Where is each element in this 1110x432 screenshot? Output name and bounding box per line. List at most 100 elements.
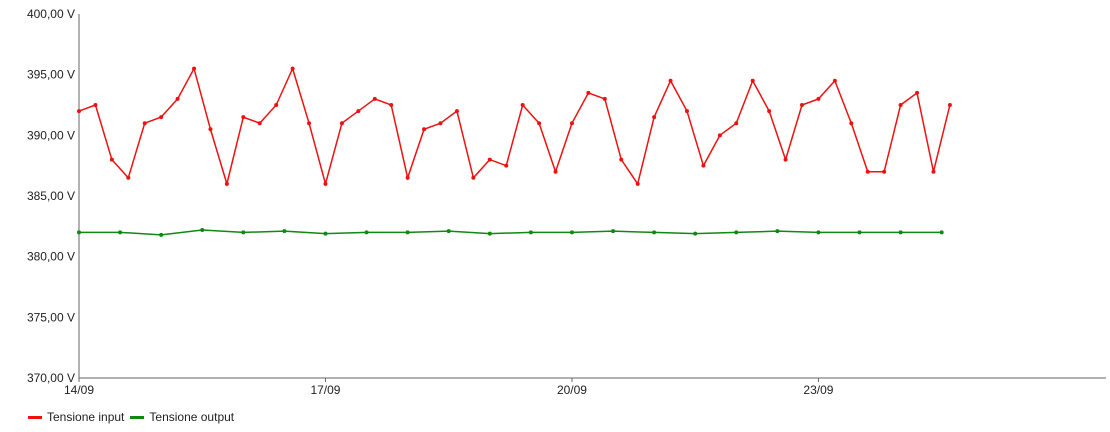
data-point-input[interactable] (816, 96, 821, 101)
data-point-input[interactable] (77, 109, 81, 114)
data-point-input[interactable] (668, 78, 673, 83)
x-axis-labels: 14/09 17/09 20/09 23/09 (64, 378, 834, 397)
data-point-input[interactable] (405, 175, 410, 180)
data-point-input[interactable] (832, 78, 837, 83)
x-tick-label: 20/09 (557, 383, 587, 397)
data-point-input[interactable] (520, 103, 525, 107)
data-point-input[interactable] (109, 157, 114, 162)
data-point-output[interactable] (405, 230, 410, 235)
data-point-input[interactable] (734, 121, 739, 126)
data-point-input[interactable] (882, 169, 887, 174)
data-point-input[interactable] (537, 121, 542, 126)
data-point-input[interactable] (438, 121, 443, 126)
legend-swatch-output (130, 415, 145, 419)
y-tick-label: 375,00 V (27, 310, 75, 324)
x-tick-label: 23/09 (803, 383, 833, 397)
data-point-output[interactable] (611, 229, 616, 234)
x-tick-label: 14/09 (64, 383, 94, 397)
data-point-output[interactable] (734, 230, 739, 235)
data-point-input[interactable] (307, 121, 312, 126)
legend-label-output: Tensione output (149, 410, 235, 424)
data-point-output[interactable] (241, 230, 246, 235)
data-point-input[interactable] (454, 109, 459, 114)
y-tick-label: 395,00 V (27, 68, 75, 82)
data-point-input[interactable] (931, 169, 936, 174)
data-point-input[interactable] (569, 121, 574, 126)
data-point-input[interactable] (159, 115, 164, 120)
data-point-input[interactable] (767, 109, 772, 114)
data-point-input[interactable] (175, 96, 180, 101)
data-point-input[interactable] (602, 96, 607, 101)
data-point-output[interactable] (200, 227, 205, 232)
legend-swatch-input (28, 415, 42, 419)
data-point-input[interactable] (684, 109, 689, 114)
data-point-output[interactable] (898, 230, 903, 235)
data-point-input[interactable] (422, 127, 427, 132)
y-tick-label: 370,00 V (27, 371, 75, 385)
series-line-output (79, 229, 942, 236)
data-point-input[interactable] (142, 121, 147, 126)
series-line-input (78, 66, 951, 187)
series-layer (77, 66, 952, 237)
data-point-input[interactable] (126, 175, 131, 180)
data-point-input[interactable] (339, 121, 344, 126)
legend: Tensione input Tensione output (28, 410, 240, 424)
data-point-input[interactable] (701, 163, 706, 168)
data-point-input[interactable] (241, 115, 246, 120)
data-point-input[interactable] (553, 169, 558, 174)
data-point-input[interactable] (652, 115, 657, 120)
legend-item-output[interactable]: Tensione output (130, 410, 234, 424)
data-point-output[interactable] (364, 230, 369, 235)
y-tick-label: 380,00 V (27, 250, 75, 264)
data-point-input[interactable] (800, 103, 805, 107)
data-point-input[interactable] (471, 175, 476, 180)
data-point-input[interactable] (947, 103, 952, 107)
data-point-output[interactable] (159, 232, 164, 237)
data-point-output[interactable] (528, 230, 533, 235)
data-point-output[interactable] (446, 229, 451, 234)
data-point-input[interactable] (717, 133, 722, 138)
data-point-output[interactable] (487, 231, 492, 236)
data-point-input[interactable] (750, 78, 755, 83)
data-point-input[interactable] (257, 121, 262, 126)
data-point-output[interactable] (118, 230, 123, 235)
data-point-input[interactable] (635, 181, 640, 186)
data-point-input[interactable] (323, 181, 328, 186)
y-axis-labels: 370,00 V 375,00 V 380,00 V 385,00 V 390,00 V… (27, 7, 75, 385)
data-point-input[interactable] (783, 157, 788, 162)
data-point-input[interactable] (290, 66, 295, 71)
data-point-output[interactable] (939, 230, 944, 235)
data-point-input[interactable] (487, 157, 492, 162)
chart: 370,00 V 375,00 V 380,00 V 385,00 V 390,00 V… (27, 7, 1106, 397)
data-point-input[interactable] (504, 163, 509, 168)
legend-label-input: Tensione input (47, 410, 125, 424)
data-point-input[interactable] (224, 181, 229, 186)
data-point-input[interactable] (372, 96, 377, 101)
data-point-output[interactable] (569, 230, 574, 235)
data-point-input[interactable] (586, 90, 591, 95)
data-point-input[interactable] (356, 109, 361, 114)
data-point-output[interactable] (857, 230, 862, 235)
data-point-output[interactable] (323, 231, 328, 236)
y-tick-label: 390,00 V (27, 128, 75, 142)
data-point-output[interactable] (775, 229, 780, 234)
data-point-input[interactable] (192, 66, 197, 71)
data-point-input[interactable] (619, 157, 624, 162)
data-point-input[interactable] (898, 103, 903, 107)
data-point-input[interactable] (389, 103, 394, 107)
data-point-input[interactable] (865, 169, 870, 174)
data-point-output[interactable] (693, 231, 698, 236)
data-point-output[interactable] (77, 230, 81, 235)
data-point-output[interactable] (816, 230, 821, 235)
data-point-input[interactable] (915, 90, 920, 95)
y-tick-label: 385,00 V (27, 189, 75, 203)
x-tick-label: 17/09 (310, 383, 340, 397)
data-point-input[interactable] (93, 103, 98, 107)
y-tick-label: 400,00 V (27, 7, 75, 21)
data-point-input[interactable] (208, 127, 213, 132)
data-point-input[interactable] (849, 121, 854, 126)
data-point-output[interactable] (282, 229, 287, 234)
data-point-input[interactable] (274, 103, 279, 107)
legend-item-input[interactable]: Tensione input (28, 410, 124, 424)
data-point-output[interactable] (652, 230, 657, 235)
